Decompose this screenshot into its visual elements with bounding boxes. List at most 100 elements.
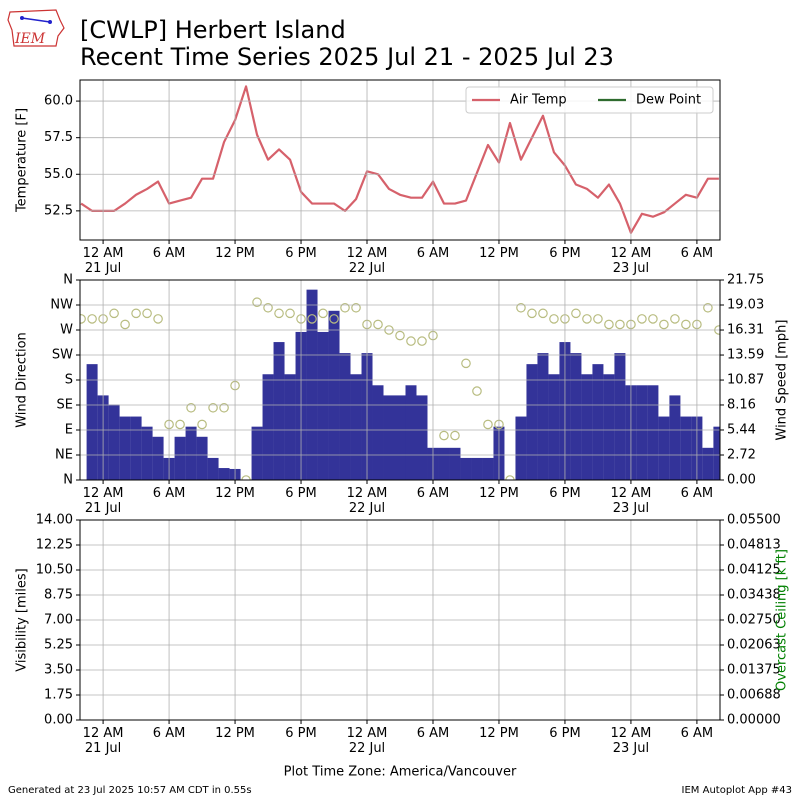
x-tick-label: 6 PM — [285, 726, 317, 741]
x-tick-label: 6 PM — [549, 486, 581, 501]
bar — [350, 374, 362, 480]
point — [307, 314, 317, 324]
y2-tick-label: 0.02750 — [727, 613, 781, 628]
y-tick-label: SW — [52, 348, 73, 363]
y2-tick-label: 0.04813 — [727, 538, 781, 553]
x-tick-label: 6 AM — [152, 246, 186, 261]
x-tick-label: 6 AM — [152, 486, 186, 501]
point — [87, 314, 97, 324]
y-tick-label: 57.5 — [44, 130, 73, 145]
y2-tick-label: 21.75 — [727, 273, 764, 288]
bar — [416, 395, 428, 480]
bar — [284, 374, 296, 480]
y2-axis-label: Wind Speed [mph] — [775, 320, 790, 441]
x-tick-label: 6 AM — [416, 246, 450, 261]
x-tick-label: 6 PM — [549, 726, 581, 741]
x-tick-label: 6 AM — [416, 486, 450, 501]
y-tick-label: E — [65, 423, 73, 438]
bar — [394, 395, 406, 480]
bar — [581, 374, 593, 480]
bar — [328, 310, 340, 480]
y-tick-label: S — [65, 373, 73, 388]
point — [406, 336, 416, 346]
point — [373, 319, 383, 330]
bar — [262, 374, 274, 480]
point — [175, 419, 185, 430]
point — [527, 308, 537, 319]
y2-tick-label: 0.00688 — [727, 688, 781, 703]
bar — [130, 416, 142, 480]
bar — [438, 447, 450, 480]
bar — [537, 353, 549, 480]
y2-tick-label: 0.03438 — [727, 588, 781, 603]
bar — [482, 457, 494, 480]
x-tick-label: 6 PM — [285, 486, 317, 501]
point — [571, 308, 581, 319]
y-tick-label: 52.5 — [44, 203, 73, 218]
axes-frame — [79, 279, 721, 481]
y-axis-label: Visibility [miles] — [15, 568, 30, 671]
point — [648, 314, 658, 324]
x-tick-label: 12 PM — [215, 726, 255, 741]
bar — [669, 395, 681, 480]
legend-label: Dew Point — [636, 93, 701, 108]
x-tick-label: 6 PM — [549, 246, 581, 261]
x-tick-label: 12 PM — [479, 726, 519, 741]
line — [80, 85, 719, 234]
x-tick-label: 12 PM — [215, 246, 255, 261]
x-tick-label: 12 AM 21 Jul — [82, 246, 124, 276]
bar — [372, 385, 384, 480]
point — [318, 308, 328, 319]
point — [417, 336, 427, 346]
point — [538, 308, 548, 319]
y2-tick-label: 13.59 — [727, 348, 764, 363]
point — [659, 319, 669, 330]
y-tick-label: 0.00 — [44, 713, 73, 728]
y2-tick-label: 8.16 — [727, 397, 756, 412]
point — [670, 314, 680, 324]
point — [439, 430, 449, 441]
bar — [603, 374, 615, 480]
point — [153, 314, 163, 324]
point — [549, 314, 559, 324]
bar — [658, 416, 670, 480]
point — [395, 330, 405, 341]
x-tick-label: 6 AM — [416, 726, 450, 741]
bar — [647, 385, 659, 480]
x-tick-label: 6 AM — [152, 726, 186, 741]
point — [340, 302, 350, 313]
point — [252, 297, 262, 308]
x-tick-label: 6 AM — [680, 486, 714, 501]
bar — [174, 436, 186, 480]
bar — [185, 426, 197, 480]
point — [109, 308, 119, 319]
y-axis-label: Wind Direction — [15, 332, 30, 428]
bar — [680, 416, 692, 480]
y-tick-label: 3.50 — [44, 663, 73, 678]
x-tick-label: 12 AM 23 Jul — [610, 486, 652, 516]
x-tick-label: 12 PM — [479, 486, 519, 501]
y-tick-label: W — [60, 323, 73, 338]
y-tick-label: 8.75 — [44, 588, 73, 603]
point — [637, 314, 647, 324]
plot-area — [80, 85, 719, 234]
y-tick-label: N — [63, 273, 73, 288]
y2-tick-label: 0.00 — [727, 473, 756, 488]
bar — [152, 436, 164, 480]
x-tick-label: 12 AM 23 Jul — [610, 246, 652, 276]
point — [208, 402, 218, 413]
point — [681, 319, 691, 330]
bar — [515, 416, 527, 480]
x-tick-label: 12 AM 23 Jul — [610, 726, 652, 756]
x-tick-label: 6 PM — [285, 246, 317, 261]
x-tick-label: 12 AM 22 Jul — [346, 726, 388, 756]
point — [593, 314, 603, 324]
point — [604, 319, 614, 330]
bar — [273, 342, 285, 480]
bar — [218, 468, 230, 480]
x-tick-label: 12 PM — [215, 486, 255, 501]
bar — [405, 385, 417, 480]
bar — [548, 374, 560, 480]
x-tick-label: 12 AM 21 Jul — [82, 486, 124, 516]
